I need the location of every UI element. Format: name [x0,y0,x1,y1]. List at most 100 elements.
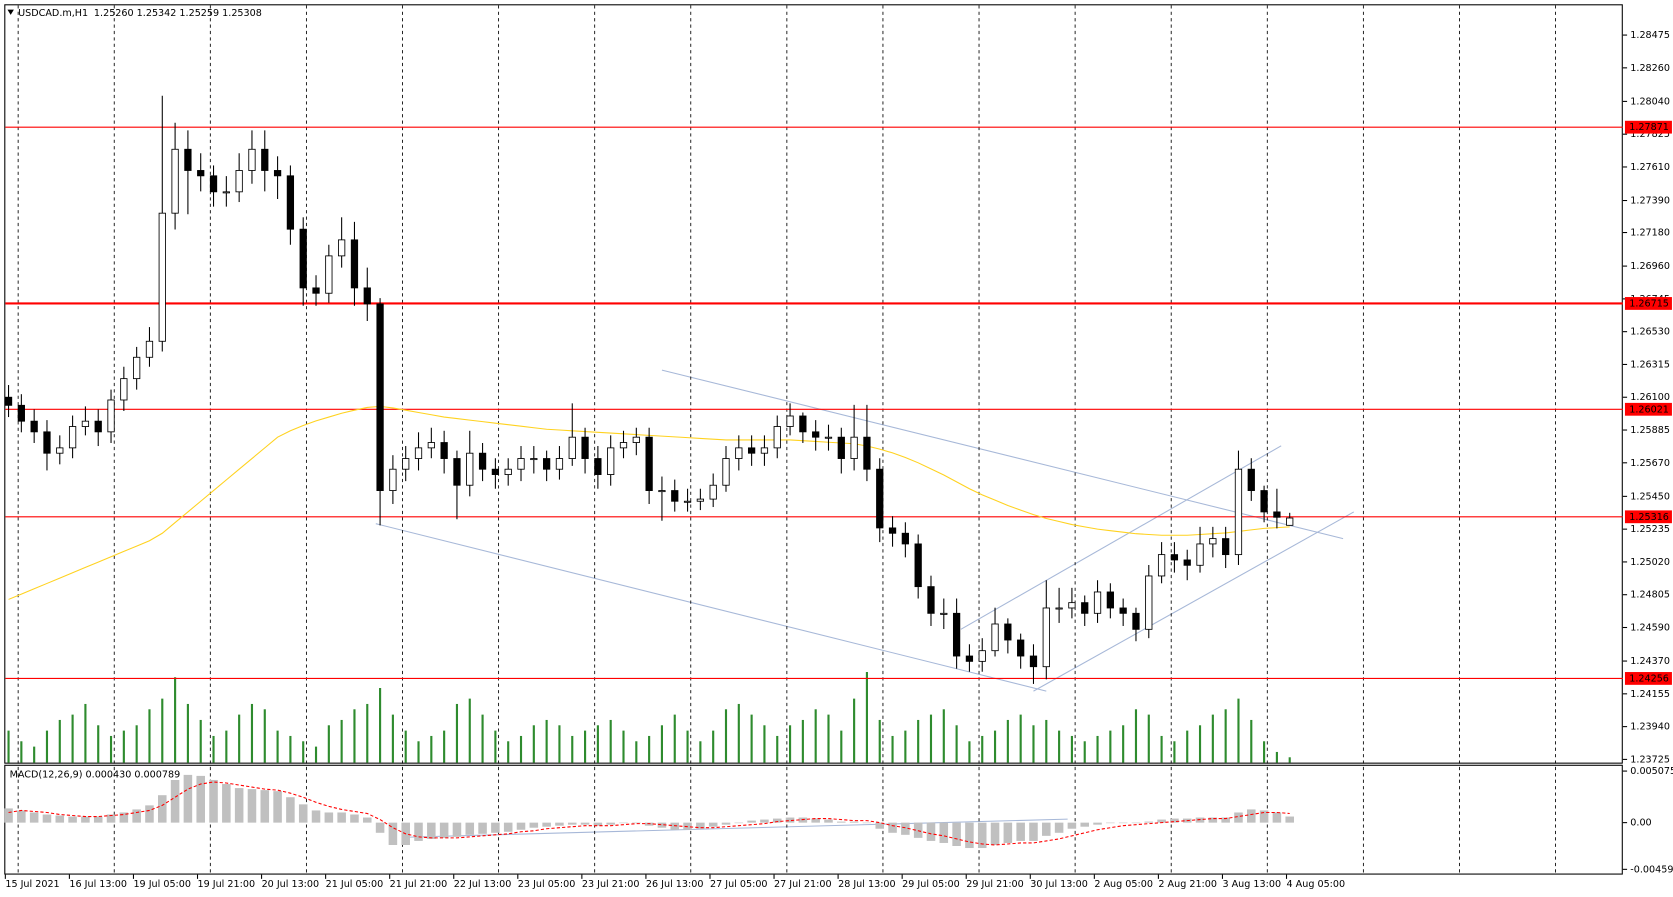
macd-histogram-bar [119,812,129,823]
x-tick-label: 3 Aug 13:00 [1222,879,1281,890]
x-tick-label: 27 Jul 21:00 [774,879,832,890]
macd-histogram-bar [657,822,667,828]
candle-body [414,447,423,459]
candle-body [671,490,679,502]
macd-histogram-bar [555,822,564,826]
y-tick-label: 1.24155 [1630,689,1670,700]
candle-body [824,436,833,439]
candle-body [812,431,820,438]
candle-body [1106,591,1114,609]
candle-body [1081,602,1089,614]
macd-histogram-bar [990,822,1000,845]
candle-body [350,239,359,289]
macd-histogram-bar [427,822,436,839]
y-tick-label: 1.25670 [1630,458,1670,469]
level-label: 1.24256 [1629,673,1669,684]
y-tick-label: -0.004597 [1630,864,1673,875]
macd-histogram-bar [260,790,270,823]
candle-body [658,490,666,493]
macd-histogram-bar [1003,822,1013,843]
candle-body [1157,554,1166,577]
candle-body [645,436,653,491]
x-tick-label: 28 Jul 13:00 [838,879,896,890]
y-tick-label: 1.24590 [1630,623,1670,634]
candle-body [594,458,602,475]
candle-body [1042,607,1050,668]
macd-histogram-bar [760,819,769,823]
candle-body [952,612,961,657]
y-tick-label: 1.26315 [1630,359,1670,370]
candle-body [248,148,256,171]
candle-body [991,623,999,652]
macd-histogram-bar [516,822,526,830]
candle-body [261,148,269,171]
x-tick-label: 29 Jul 05:00 [902,879,960,890]
channel-line [1033,511,1355,692]
candle-body [504,468,512,475]
macd-histogram-bar [734,822,744,824]
candle-body [133,356,141,380]
macd-histogram-bar [1144,821,1154,823]
candle-body [158,212,166,342]
menu-triangle[interactable] [7,9,14,15]
candle-body [683,500,692,503]
candle-body [120,378,128,401]
level-label: 1.27871 [1629,122,1669,133]
macd-histogram-bar [132,809,141,823]
level-label-box [1624,297,1672,310]
macd-histogram-bar [901,822,910,835]
candle-body [1196,543,1204,566]
candle-body [1222,538,1230,556]
candle-body [1055,607,1063,610]
candle-body [1234,468,1243,556]
macd-histogram-bar [1247,809,1256,823]
y-tick-label: 1.27610 [1630,162,1670,173]
x-tick-label: 21 Jul 21:00 [390,879,448,890]
macd-histogram-bar [145,805,154,823]
x-tick-label: 29 Jul 21:00 [966,879,1024,890]
candle-body [68,426,77,449]
candle-body [81,420,90,427]
candle-body [1273,511,1281,518]
macd-histogram-bar [196,775,205,823]
candle-body [1183,559,1191,566]
macd-histogram-bar [55,815,65,823]
candle-body [145,340,154,358]
candle-body [1170,554,1179,561]
candle-body [632,436,640,443]
candle-body [440,442,448,459]
macd-histogram-bar [286,797,295,823]
candle-body [17,404,25,422]
x-tick-label: 19 Jul 05:00 [133,879,191,890]
x-tick-label: 23 Jul 05:00 [518,879,576,890]
candle-body [876,468,884,529]
candle-body [555,458,564,470]
macd-histogram-bar [1131,822,1141,824]
main-frame [4,4,1623,764]
macd-histogram-bar [619,822,628,824]
macd-histogram-bar [926,822,936,841]
macd-histogram-bar [1157,819,1166,823]
macd-histogram-bar [875,822,885,829]
y-tick-label: 1.27825 [1630,129,1670,140]
macd-histogram-bar [721,822,731,825]
macd-histogram-bar [1080,822,1089,827]
candle-body [402,458,410,470]
candle-body [491,468,500,475]
macd-histogram-bar [1285,816,1294,823]
y-tick-label: 1.25235 [1630,524,1670,535]
candle-body [581,436,589,459]
macd-histogram-bar [68,816,77,823]
macd-histogram-bar [414,822,423,841]
x-tick-label: 2 Aug 21:00 [1158,879,1217,890]
x-tick-label: 22 Jul 13:00 [454,879,512,890]
macd-histogram-bar [708,822,718,827]
macd-histogram-bar [439,822,449,838]
macd-histogram-bar [696,822,705,829]
macd-histogram-bar [567,822,577,825]
y-tick-label: 1.25885 [1630,425,1670,436]
candle-body [171,148,179,214]
macd-histogram-bar [606,822,615,825]
macd-histogram-bar [452,822,462,837]
